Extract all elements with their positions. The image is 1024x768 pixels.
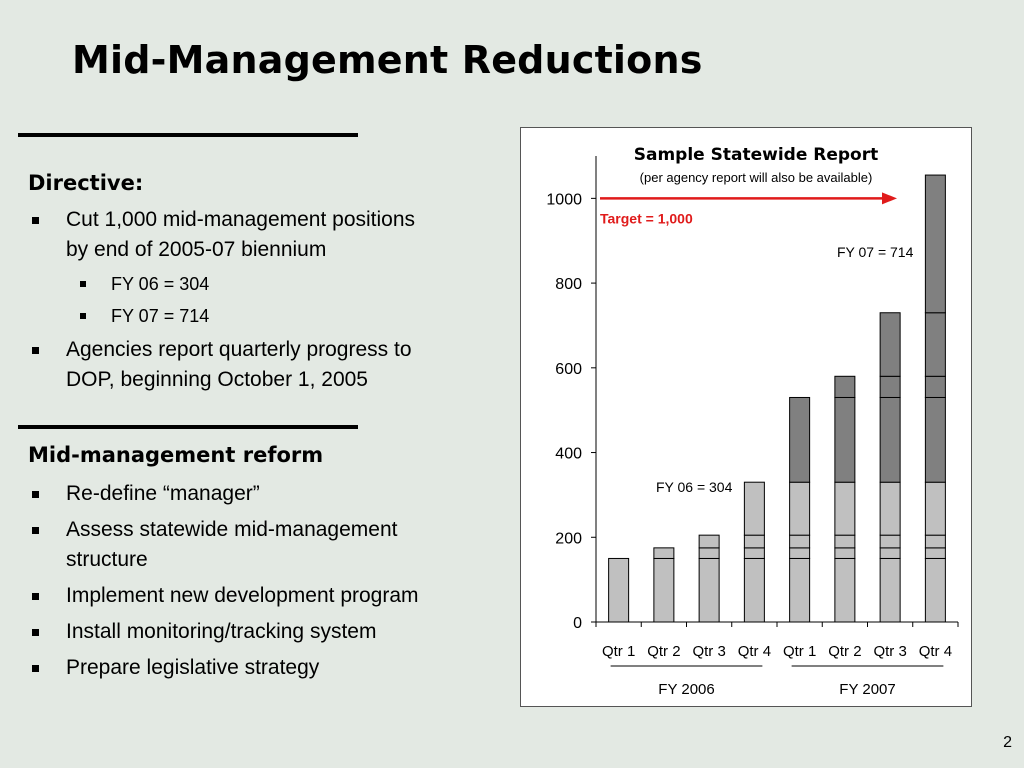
bar-segment xyxy=(834,396,856,483)
directive-list: Cut 1,000 mid-management positions by en… xyxy=(28,205,438,401)
x-tick-label: Qtr 4 xyxy=(738,643,771,660)
reform-bullet-item: Assess statewide mid-management structur… xyxy=(28,515,438,575)
group-label: FY 2007 xyxy=(839,681,895,698)
bar-segment xyxy=(698,557,720,623)
bar-segment xyxy=(789,534,811,549)
x-tick-label: Qtr 2 xyxy=(828,643,861,660)
reform-bullet-text: Install monitoring/tracking system xyxy=(66,620,377,643)
bar-segment xyxy=(924,481,946,536)
y-tick-label: 1000 xyxy=(546,191,582,208)
bullet-square-icon xyxy=(32,527,39,534)
bar-chart: Sample Statewide Report (per agency repor… xyxy=(546,145,959,698)
bar-segment xyxy=(743,547,765,559)
bar-segment xyxy=(789,481,811,536)
directive-bullet-item: FY 06 = 304 xyxy=(28,271,438,297)
x-tick-label: Qtr 1 xyxy=(783,643,816,660)
directive-bullet-text: Agencies report quarterly progress to DO… xyxy=(66,338,412,391)
x-tick-label: Qtr 4 xyxy=(919,643,952,660)
bar-segment xyxy=(924,557,946,623)
directive-bullet-item: FY 07 = 714 xyxy=(28,303,438,329)
x-tick-label: Qtr 1 xyxy=(602,643,635,660)
bar-segment xyxy=(834,547,856,559)
y-tick-label: 200 xyxy=(555,530,582,547)
bullet-square-icon xyxy=(32,491,39,498)
directive-bullet-text: FY 06 = 304 xyxy=(111,274,210,294)
bar-segment xyxy=(653,547,675,559)
bar-segment xyxy=(653,557,675,623)
x-tick-label: Qtr 2 xyxy=(647,643,680,660)
bar-segment xyxy=(698,534,720,549)
divider-top xyxy=(18,133,358,137)
slide-title: Mid-Management Reductions xyxy=(72,38,703,82)
bar-segment xyxy=(743,481,765,536)
bar-segment xyxy=(789,396,811,483)
reform-bullet-item: Install monitoring/tracking system xyxy=(28,617,438,647)
bar-segment xyxy=(924,396,946,483)
bar-segment xyxy=(924,534,946,549)
reform-bullet-item: Re-define “manager” xyxy=(28,479,438,509)
target-label: Target = 1,000 xyxy=(600,210,693,226)
y-tick-label: 600 xyxy=(555,361,582,378)
reform-bullet-text: Implement new development program xyxy=(66,584,419,607)
arrow-right-icon xyxy=(882,192,897,205)
bar-segment xyxy=(743,534,765,549)
bar-segment xyxy=(834,557,856,623)
reform-bullet-text: Assess statewide mid-management structur… xyxy=(66,518,398,571)
reform-bullet-item: Prepare legislative strategy xyxy=(28,653,438,683)
bullet-square-icon xyxy=(80,281,86,287)
bar-segment xyxy=(879,557,901,623)
directive-heading: Directive: xyxy=(28,171,144,195)
bar-segment xyxy=(879,375,901,398)
x-tick-label: Qtr 3 xyxy=(873,643,906,660)
bar-segment xyxy=(924,547,946,559)
bullet-square-icon xyxy=(32,665,39,672)
bar-segment xyxy=(879,481,901,536)
bar-segment xyxy=(834,375,856,398)
bullet-square-icon xyxy=(32,593,39,600)
bar-segment xyxy=(743,557,765,623)
bullet-square-icon xyxy=(32,629,39,636)
bar-segment xyxy=(879,547,901,559)
bar-segment xyxy=(924,312,946,377)
reform-list: Re-define “manager” Assess statewide mid-… xyxy=(28,479,438,689)
reform-bullet-text: Re-define “manager” xyxy=(66,482,260,505)
divider-middle xyxy=(18,425,358,429)
directive-bullet-item: Cut 1,000 mid-management positions by en… xyxy=(28,205,438,265)
bullet-square-icon xyxy=(80,313,86,319)
bar-segment xyxy=(879,312,901,377)
directive-bullet-text: FY 07 = 714 xyxy=(111,306,210,326)
directive-bullet-text: Cut 1,000 mid-management positions by en… xyxy=(66,208,416,261)
bar-segment xyxy=(924,375,946,398)
page-number: 2 xyxy=(1003,734,1012,751)
bar-segment xyxy=(879,534,901,549)
bar-segment xyxy=(789,557,811,623)
y-tick-label: 0 xyxy=(573,615,582,632)
directive-bullet-item: Agencies report quarterly progress to DO… xyxy=(28,335,438,395)
bar-annotation: FY 07 = 714 xyxy=(837,244,914,260)
bar-segment xyxy=(879,396,901,483)
reform-bullet-text: Prepare legislative strategy xyxy=(66,656,320,679)
y-tick-label: 400 xyxy=(555,446,582,463)
chart-panel: Sample Statewide Report (per agency repor… xyxy=(520,127,972,707)
chart-subtitle: (per agency report will also be availabl… xyxy=(640,170,873,185)
group-label: FY 2006 xyxy=(658,681,714,698)
bar-annotation: FY 06 = 304 xyxy=(656,479,733,495)
bar-segment xyxy=(608,557,630,623)
bar-segment xyxy=(789,547,811,559)
bar-segment xyxy=(924,174,946,314)
bar-segment xyxy=(834,534,856,549)
reform-bullet-item: Implement new development program xyxy=(28,581,438,611)
bullet-square-icon xyxy=(32,347,39,354)
chart-title: Sample Statewide Report xyxy=(634,145,879,165)
reform-heading: Mid-management reform xyxy=(28,443,324,467)
bar-segment xyxy=(834,481,856,536)
bullet-square-icon xyxy=(32,217,39,224)
y-tick-label: 800 xyxy=(555,276,582,293)
x-tick-label: Qtr 3 xyxy=(692,643,725,660)
bar-segment xyxy=(698,547,720,559)
